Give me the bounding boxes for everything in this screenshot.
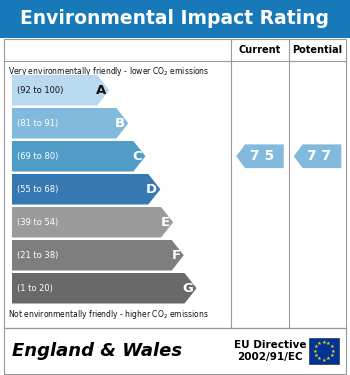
- Text: ★: ★: [326, 341, 331, 346]
- Polygon shape: [12, 141, 145, 171]
- Text: 7 7: 7 7: [307, 149, 331, 163]
- Text: (21 to 38): (21 to 38): [17, 251, 58, 260]
- Polygon shape: [12, 207, 173, 237]
- Text: G: G: [183, 282, 194, 295]
- Bar: [0, 0, 350, 38]
- Text: ★: ★: [331, 348, 335, 354]
- Text: Environmental Impact Rating: Environmental Impact Rating: [21, 9, 329, 28]
- Text: Very environmentally friendly - lower CO$_2$ emissions: Very environmentally friendly - lower CO…: [8, 65, 209, 78]
- Text: (1 to 20): (1 to 20): [17, 284, 53, 293]
- Text: ★: ★: [314, 344, 318, 349]
- Text: (39 to 54): (39 to 54): [17, 218, 58, 227]
- Text: 2002/91/EC: 2002/91/EC: [237, 352, 303, 362]
- Text: (81 to 91): (81 to 91): [17, 119, 58, 128]
- Polygon shape: [12, 240, 184, 270]
- Polygon shape: [12, 108, 128, 138]
- Text: England & Wales: England & Wales: [12, 342, 182, 360]
- Text: (92 to 100): (92 to 100): [17, 86, 63, 95]
- Text: C: C: [133, 150, 142, 163]
- Polygon shape: [236, 144, 284, 168]
- Text: ★: ★: [329, 353, 334, 358]
- Text: ★: ★: [313, 348, 317, 354]
- Text: ★: ★: [317, 341, 322, 346]
- Text: (69 to 80): (69 to 80): [17, 152, 58, 161]
- Text: ★: ★: [326, 356, 331, 361]
- Text: EU Directive: EU Directive: [234, 340, 306, 350]
- Text: ★: ★: [322, 339, 326, 345]
- Text: E: E: [161, 216, 170, 229]
- Text: B: B: [115, 117, 125, 130]
- Text: Potential: Potential: [293, 45, 343, 55]
- Polygon shape: [12, 75, 109, 105]
- Text: ★: ★: [314, 353, 318, 358]
- Bar: [4, 328, 346, 374]
- Text: F: F: [172, 249, 181, 262]
- Text: ★: ★: [317, 356, 322, 361]
- Text: Not environmentally friendly - higher CO$_2$ emissions: Not environmentally friendly - higher CO…: [8, 308, 209, 321]
- Polygon shape: [12, 273, 197, 303]
- Polygon shape: [294, 144, 341, 168]
- Text: ★: ★: [322, 357, 326, 363]
- Bar: [309, 338, 339, 364]
- Text: (55 to 68): (55 to 68): [17, 185, 58, 194]
- Polygon shape: [12, 174, 160, 204]
- Text: Current: Current: [239, 45, 281, 55]
- Text: A: A: [96, 84, 106, 97]
- Text: ★: ★: [329, 344, 334, 349]
- Bar: [4, 39, 346, 328]
- Text: 7 5: 7 5: [250, 149, 274, 163]
- Text: D: D: [146, 183, 157, 196]
